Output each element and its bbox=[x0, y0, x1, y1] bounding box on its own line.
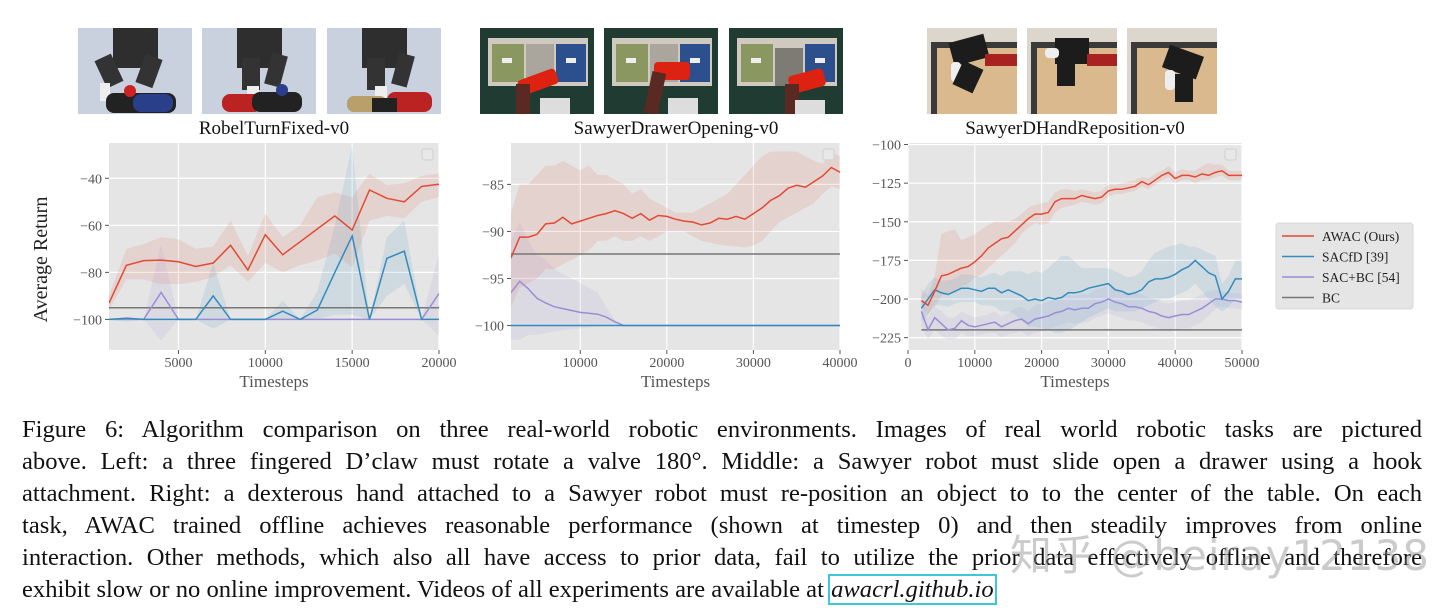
y-tick-label: −85 bbox=[482, 178, 504, 193]
x-tick-label: 30000 bbox=[736, 356, 771, 371]
y-tick-label: −90 bbox=[482, 225, 504, 240]
series-line bbox=[920, 259, 1242, 309]
caption-text: exhibit slow or no online improvement. V… bbox=[22, 576, 831, 603]
legend-label: BC bbox=[1322, 291, 1340, 306]
x-tick-label: 30000 bbox=[1091, 356, 1126, 371]
confidence-band bbox=[511, 151, 840, 307]
x-axis-label: Timesteps bbox=[239, 372, 308, 391]
legend: AWAC (Ours) SACfD [39] SAC+BC [54] BC bbox=[1275, 222, 1414, 310]
y-tick-label: −175 bbox=[872, 254, 901, 269]
x-axis-label: Timesteps bbox=[1040, 372, 1109, 391]
sawyer-drawer-frame-2 bbox=[604, 28, 718, 114]
x-axis-label: Timesteps bbox=[641, 372, 710, 391]
confidence-band bbox=[109, 173, 439, 310]
figure-caption: Figure 6: Algorithm comparison on three … bbox=[22, 414, 1422, 606]
caption-line-last: exhibit slow or no online improvement. V… bbox=[22, 574, 1422, 606]
x-tick-label: 50000 bbox=[1225, 356, 1260, 371]
x-tick-label: 20000 bbox=[422, 356, 457, 371]
empty-legend-box bbox=[822, 148, 835, 161]
y-tick-label: −60 bbox=[80, 219, 102, 234]
series-line bbox=[109, 233, 439, 321]
series-line bbox=[109, 291, 439, 321]
y-tick-label: −95 bbox=[482, 272, 504, 287]
confidence-band bbox=[511, 222, 840, 340]
plot-background bbox=[908, 143, 1242, 350]
y-tick-label: −80 bbox=[80, 266, 102, 281]
x-tick-label: 10000 bbox=[248, 356, 283, 371]
confidence-band bbox=[109, 145, 439, 329]
legend-label: AWAC (Ours) bbox=[1322, 229, 1399, 244]
confidence-band bbox=[921, 285, 1242, 340]
y-axis-label: Average Return bbox=[30, 197, 52, 323]
legend-label: SAC+BC [54] bbox=[1322, 270, 1400, 285]
x-tick-label: 10000 bbox=[563, 356, 598, 371]
series-line bbox=[920, 169, 1242, 307]
x-tick-label: 40000 bbox=[823, 356, 858, 371]
x-tick-label: 10000 bbox=[957, 356, 992, 371]
dhand-reposition-frame-1 bbox=[927, 28, 1017, 114]
legend-label: SACfD [39] bbox=[1322, 250, 1388, 265]
x-tick-label: 20000 bbox=[1024, 356, 1059, 371]
panel-title-robel: RobelTurnFixed-v0 bbox=[198, 118, 350, 139]
plot-1: 5000 10000 15000 20000 −100 −80 −60 −40 Timestep… bbox=[30, 143, 457, 391]
legend-frame bbox=[1275, 222, 1414, 310]
dhand-reposition-frame-3 bbox=[1127, 28, 1217, 114]
sawyer-drawer-frame-3 bbox=[729, 28, 843, 114]
caption-line: interaction. Other methods, which also a… bbox=[22, 544, 1422, 571]
caption-line: attachment. Right: a dexterous hand atta… bbox=[22, 480, 1422, 507]
y-tick-label: −225 bbox=[872, 332, 901, 347]
plot-background bbox=[511, 143, 840, 350]
y-tick-label: −100 bbox=[73, 313, 102, 328]
y-tick-label: −150 bbox=[872, 216, 901, 231]
empty-legend-box bbox=[421, 148, 434, 161]
dclaw-valve-frame-1 bbox=[78, 28, 192, 114]
x-tick-label: 20000 bbox=[649, 356, 684, 371]
empty-legend-box bbox=[1224, 148, 1237, 161]
x-tick-label: 5000 bbox=[164, 356, 192, 371]
y-tick-label: −40 bbox=[80, 172, 102, 187]
plot-2: 10000 20000 30000 40000 −100 −95 −90 −85 Timeste… bbox=[475, 143, 858, 391]
caption-line: task, AWAC trained offline achieves reas… bbox=[22, 512, 1422, 539]
confidence-band bbox=[921, 243, 1242, 333]
series-line bbox=[920, 298, 1242, 332]
dclaw-valve-frame-2 bbox=[202, 28, 316, 114]
x-tick-label: 15000 bbox=[335, 356, 370, 371]
y-tick-label: −100 bbox=[872, 139, 901, 154]
plot-3: 0 10000 20000 30000 40000 50000 −225 −200 −175 −1… bbox=[872, 139, 1259, 391]
confidence-band bbox=[921, 163, 1242, 315]
y-tick-label: −100 bbox=[475, 320, 504, 335]
caption-line: Figure 6: Algorithm comparison on three … bbox=[22, 416, 1422, 443]
series-line bbox=[109, 183, 439, 304]
y-tick-label: −200 bbox=[872, 293, 901, 308]
chart-area: 5000 10000 15000 20000 −100 −80 −60 −40 Timestep… bbox=[30, 139, 1414, 391]
dhand-reposition-frame-2 bbox=[1027, 28, 1117, 114]
panel-title-dhand: SawyerDHandReposition-v0 bbox=[965, 118, 1185, 139]
dclaw-valve-frame-3 bbox=[327, 28, 441, 114]
project-link[interactable]: awacrl.github.io bbox=[828, 574, 997, 605]
panel-title-drawer: SawyerDrawerOpening-v0 bbox=[573, 118, 779, 139]
y-tick-label: −125 bbox=[872, 177, 901, 192]
sawyer-drawer-frame-1 bbox=[480, 28, 594, 114]
series-line bbox=[511, 166, 840, 259]
x-tick-label: 0 bbox=[905, 356, 912, 371]
caption-line: above. Left: a three fingered D’claw mus… bbox=[22, 448, 1422, 475]
x-tick-label: 40000 bbox=[1158, 356, 1193, 371]
